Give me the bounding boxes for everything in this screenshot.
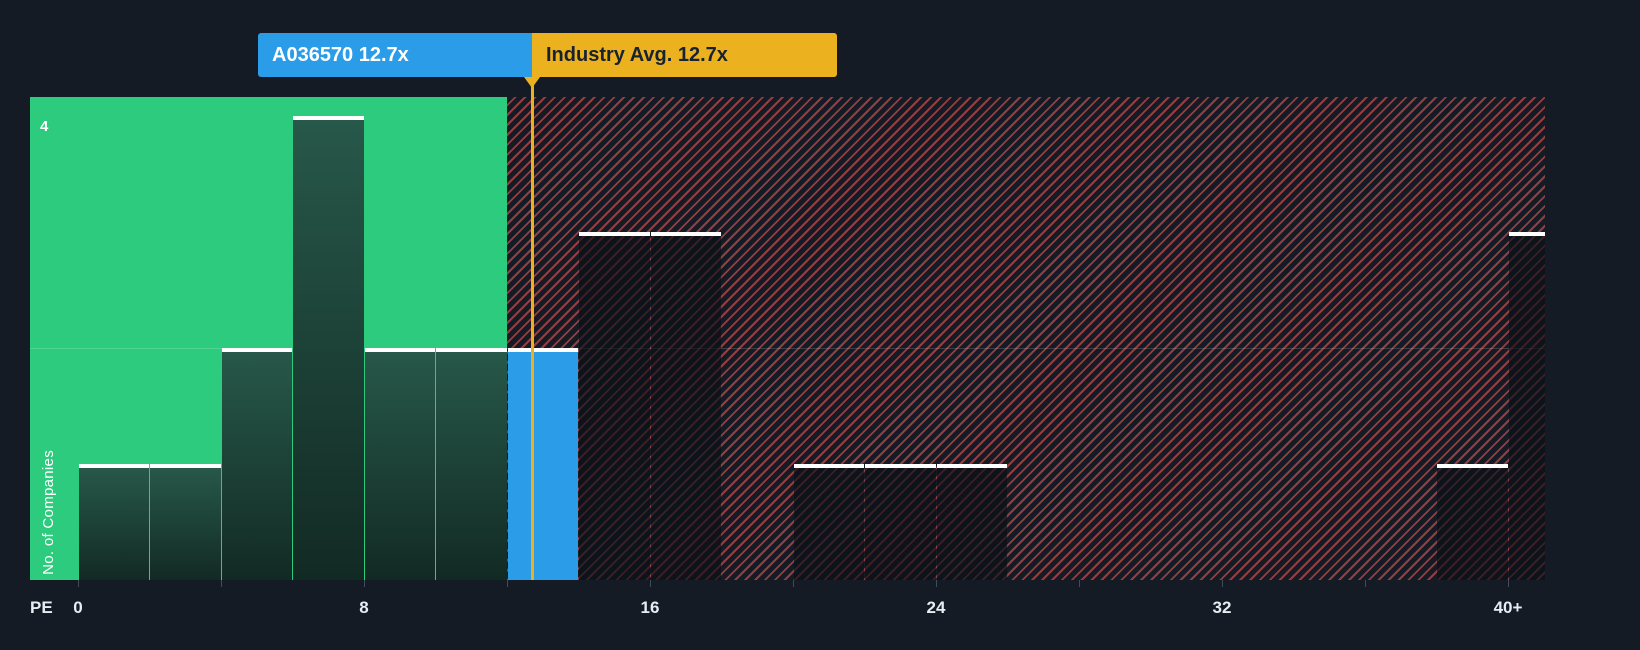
pe-histogram-bar[interactable] <box>221 348 292 580</box>
axis-tick-mark <box>221 580 222 587</box>
pe-histogram-bar[interactable] <box>364 348 435 580</box>
axis-tick-mark <box>1222 580 1223 587</box>
y-axis-title: No. of Companies <box>40 450 57 575</box>
axis-tick-mark <box>793 580 794 587</box>
axis-tick-mark <box>78 580 79 587</box>
company-tooltip[interactable]: A036570 12.7x <box>258 33 532 77</box>
gridline <box>30 348 1545 349</box>
pe-histogram-bar[interactable] <box>793 464 864 580</box>
industry-average-pointer-icon <box>524 77 541 88</box>
pe-histogram-bar[interactable] <box>1437 464 1508 580</box>
pe-histogram-bar[interactable] <box>650 232 721 580</box>
axis-tick-mark <box>1365 580 1366 587</box>
pe-histogram-bar[interactable] <box>865 464 936 580</box>
industry-average-line <box>530 77 534 580</box>
axis-tick-mark <box>1079 580 1080 587</box>
x-tick-label: 0 <box>73 598 83 617</box>
x-tick-label: 16 <box>640 598 660 617</box>
axis-tick-mark <box>936 580 937 587</box>
pe-histogram-bar[interactable] <box>150 464 221 580</box>
pe-histogram-bar[interactable] <box>78 464 149 580</box>
axis-tick-mark <box>650 580 651 587</box>
pe-histogram-bar[interactable] <box>1508 232 1545 580</box>
industry-average-tooltip[interactable]: Industry Avg. 12.7x <box>532 33 837 77</box>
x-tick-label: 32 <box>1212 598 1232 617</box>
y-axis-tick-label: 4 <box>40 118 49 135</box>
x-tick-label: 24 <box>926 598 946 617</box>
pe-histogram-bar[interactable] <box>936 464 1007 580</box>
pe-histogram-bar[interactable] <box>579 232 650 580</box>
x-axis-name: PE <box>30 598 53 617</box>
x-tick-label: 8 <box>359 598 369 617</box>
company-pe-bar[interactable] <box>507 348 578 580</box>
axis-tick-mark <box>1508 580 1509 587</box>
axis-tick-mark <box>364 580 365 587</box>
axis-tick-mark <box>507 580 508 587</box>
pe-histogram-bar[interactable] <box>293 116 364 580</box>
x-tick-label: 40+ <box>1493 598 1523 617</box>
pe-histogram-bar[interactable] <box>436 348 507 580</box>
plot-area: 4 No. of Companies <box>30 97 1545 580</box>
